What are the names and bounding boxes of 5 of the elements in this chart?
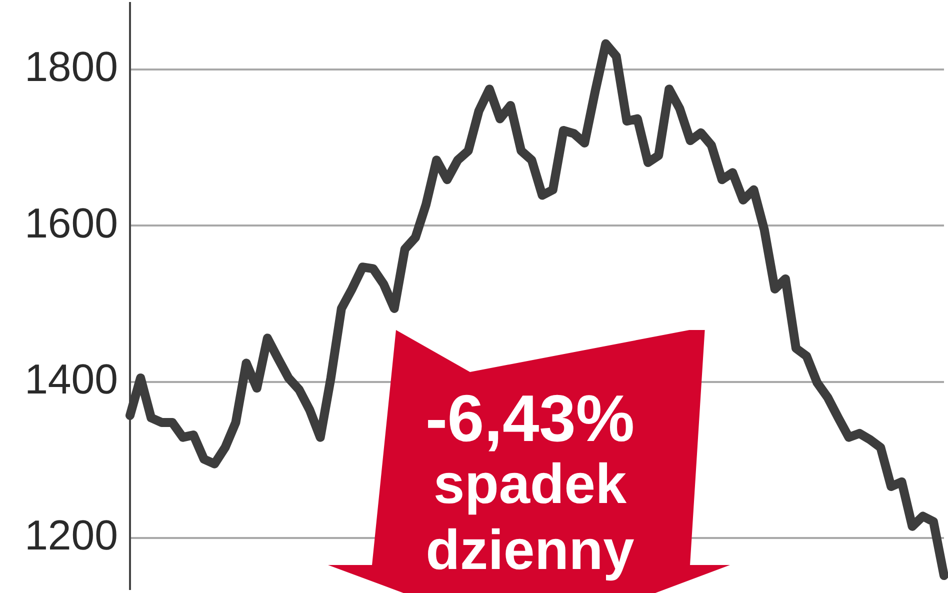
y-tick-label: 1800	[24, 43, 118, 90]
y-tick-label: 1200	[24, 512, 118, 559]
annotation: -6,43% spadek dzienny	[424, 381, 636, 583]
y-tick-label: 1600	[24, 199, 118, 246]
y-tick-label: 1400	[24, 355, 118, 402]
